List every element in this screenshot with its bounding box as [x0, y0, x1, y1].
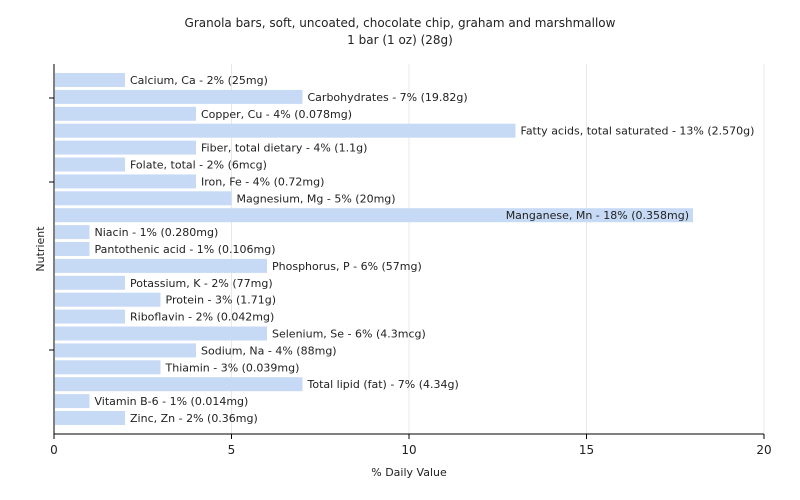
- bar-3: [55, 123, 516, 138]
- bar-11: [55, 258, 267, 273]
- bar-16: [55, 343, 196, 358]
- bar-14: [55, 309, 125, 324]
- bar-label-20: Zinc, Zn - 2% (0.36mg): [130, 412, 258, 425]
- bar-label-12: Potassium, K - 2% (77mg): [130, 277, 273, 290]
- chart-title: Granola bars, soft, uncoated, chocolate …: [185, 16, 616, 30]
- bar-label-2: Copper, Cu - 4% (0.078mg): [201, 108, 352, 121]
- bar-label-4: Fiber, total dietary - 4% (1.1g): [201, 142, 367, 155]
- bar-8: [55, 208, 693, 223]
- bar-labels: Calcium, Ca - 2% (25mg) Carbohydrates - 7…: [95, 74, 755, 425]
- bar-1: [55, 89, 303, 104]
- x-tick-label-15: 15: [579, 443, 594, 457]
- bar-label-15: Selenium, Se - 6% (4.3mcg): [272, 328, 426, 341]
- y-axis-title: Nutrient: [34, 226, 47, 272]
- bar-17: [55, 360, 161, 375]
- bar-label-11: Phosphorus, P - 6% (57mg): [272, 260, 422, 273]
- bar-label-5: Folate, total - 2% (6mcg): [130, 159, 267, 172]
- bar-label-18: Total lipid (fat) - 7% (4.34g): [307, 378, 459, 391]
- bars: [55, 73, 693, 425]
- bar-0: [55, 73, 125, 87]
- bar-20: [55, 411, 125, 425]
- bar-label-9: Niacin - 1% (0.280mg): [95, 226, 219, 239]
- bar-18: [55, 377, 303, 392]
- bar-15: [55, 326, 267, 341]
- bar-19: [55, 394, 90, 409]
- x-tick-label-20: 20: [756, 443, 771, 457]
- x-tick-label-5: 5: [228, 443, 236, 457]
- bar-label-10: Pantothenic acid - 1% (0.106mg): [95, 243, 276, 256]
- bar-7: [55, 191, 232, 206]
- bar-5: [55, 157, 125, 172]
- bar-label-8: Manganese, Mn - 18% (0.358mg): [506, 209, 689, 222]
- bar-9: [55, 225, 90, 240]
- bar-13: [55, 292, 161, 307]
- x-axis-title: % Daily Value: [371, 466, 447, 479]
- bar-label-13: Protein - 3% (1.71g): [166, 294, 277, 307]
- chart-subtitle: 1 bar (1 oz) (28g): [347, 33, 453, 47]
- bar-6: [55, 174, 196, 189]
- x-tick-label-10: 10: [401, 443, 416, 457]
- bar-label-17: Thiamin - 3% (0.039mg): [165, 361, 300, 374]
- bar-label-6: Iron, Fe - 4% (0.72mg): [201, 175, 324, 188]
- bar-label-7: Magnesium, Mg - 5% (20mg): [237, 192, 396, 205]
- bar-label-3: Fatty acids, total saturated - 13% (2.57…: [521, 125, 755, 138]
- x-axis-ticks: 0 5 10 15 20: [50, 434, 772, 457]
- bar-2: [55, 106, 196, 121]
- bar-label-19: Vitamin B-6 - 1% (0.014mg): [95, 395, 249, 408]
- bar-label-1: Carbohydrates - 7% (19.82g): [308, 91, 468, 104]
- y-axis-ticks: [49, 97, 54, 351]
- bar-label-16: Sodium, Na - 4% (88mg): [201, 344, 337, 357]
- bar-label-0: Calcium, Ca - 2% (25mg): [130, 74, 268, 87]
- bar-10: [55, 242, 90, 256]
- x-tick-label-0: 0: [50, 443, 58, 457]
- bar-4: [55, 140, 196, 155]
- bar-12: [55, 275, 125, 290]
- bar-label-14: Riboflavin - 2% (0.042mg): [130, 311, 274, 324]
